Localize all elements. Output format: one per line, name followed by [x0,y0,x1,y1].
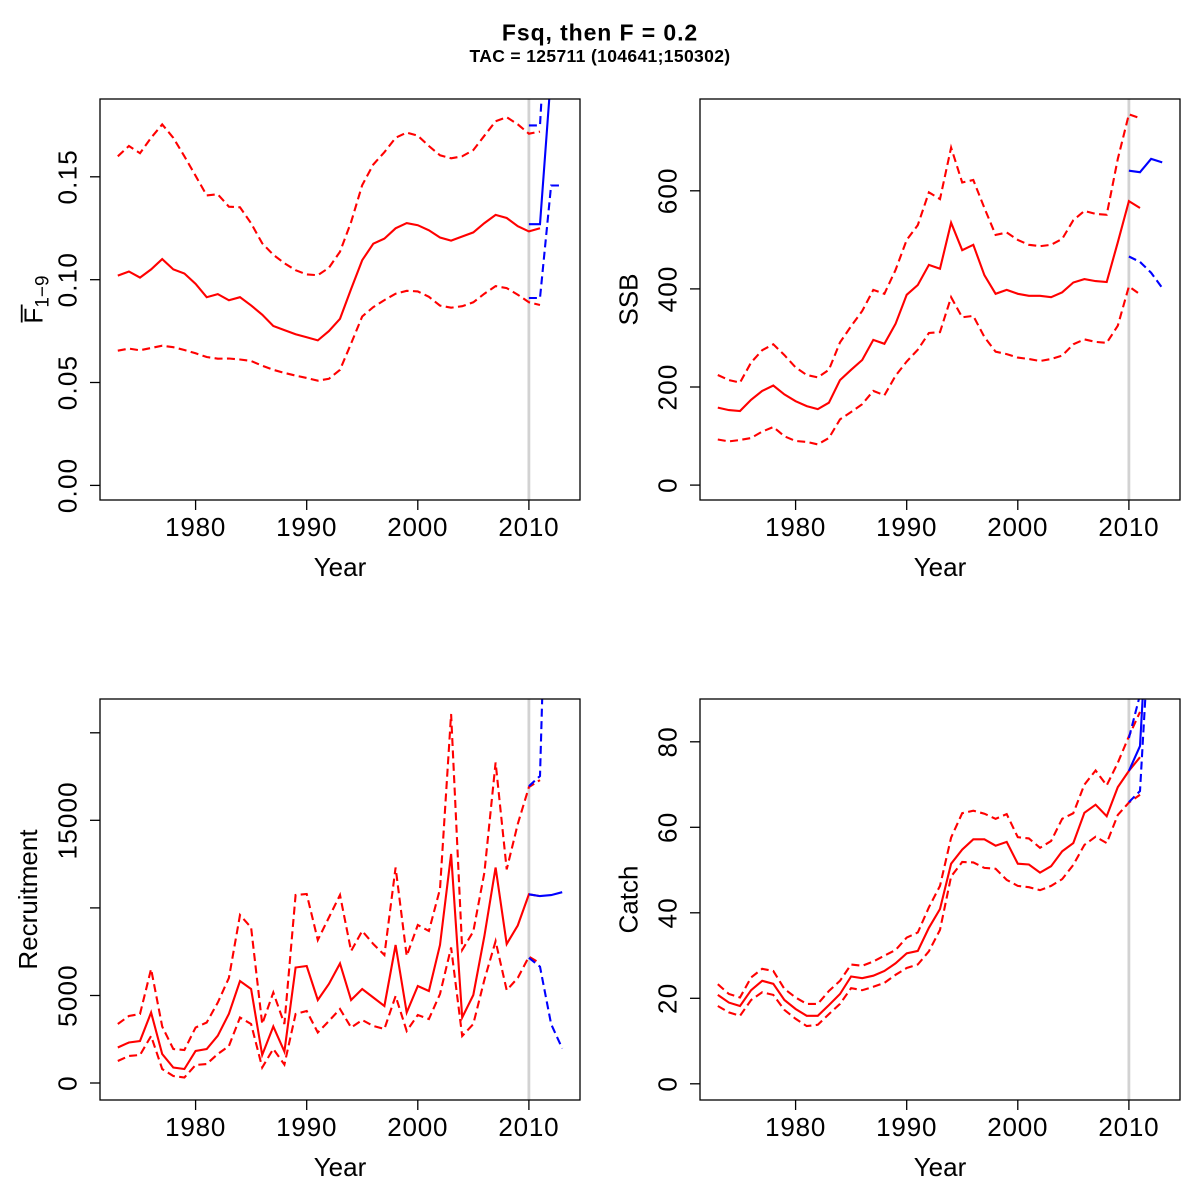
svg-text:15000: 15000 [52,781,82,859]
svg-text:Year: Year [914,1152,967,1182]
svg-text:2000: 2000 [987,512,1048,542]
svg-text:200: 200 [652,364,682,411]
svg-text:1990: 1990 [876,512,937,542]
svg-text:0.15: 0.15 [52,149,82,204]
svg-text:Year: Year [314,1152,367,1182]
svg-text:SSB: SSB [614,273,644,325]
svg-text:0: 0 [652,1076,682,1092]
svg-text:20: 20 [652,983,682,1014]
svg-text:1990: 1990 [876,1112,937,1142]
svg-text:1980: 1980 [765,1112,826,1142]
svg-text:80: 80 [652,726,682,757]
svg-text:Fsq, then F = 0.2: Fsq, then F = 0.2 [502,20,698,46]
svg-text:1980: 1980 [165,1112,226,1142]
svg-text:2000: 2000 [387,512,448,542]
svg-text:0.10: 0.10 [52,252,82,307]
svg-text:Recruitment: Recruitment [13,829,43,970]
svg-text:2010: 2010 [498,512,559,542]
svg-text:Year: Year [314,552,367,582]
svg-text:5000: 5000 [52,964,82,1027]
svg-text:Catch: Catch [614,866,644,934]
svg-text:2000: 2000 [387,1112,448,1142]
svg-text:0: 0 [52,1075,82,1091]
svg-text:2000: 2000 [987,1112,1048,1142]
svg-text:0.05: 0.05 [52,355,82,410]
svg-text:2010: 2010 [1098,512,1159,542]
svg-text:2010: 2010 [1098,1112,1159,1142]
svg-text:600: 600 [652,167,682,214]
svg-text:60: 60 [652,812,682,843]
svg-text:1990: 1990 [276,512,337,542]
svg-text:400: 400 [652,265,682,312]
svg-text:TAC = 125711 (104641;150302): TAC = 125711 (104641;150302) [470,46,731,66]
svg-text:2010: 2010 [498,1112,559,1142]
svg-text:Year: Year [914,552,967,582]
svg-text:1990: 1990 [276,1112,337,1142]
svg-text:0.00: 0.00 [52,458,82,513]
svg-text:F1−9: F1−9 [19,275,54,323]
svg-text:0: 0 [652,477,682,493]
svg-text:1980: 1980 [765,512,826,542]
svg-text:1980: 1980 [165,512,226,542]
svg-text:40: 40 [652,897,682,928]
